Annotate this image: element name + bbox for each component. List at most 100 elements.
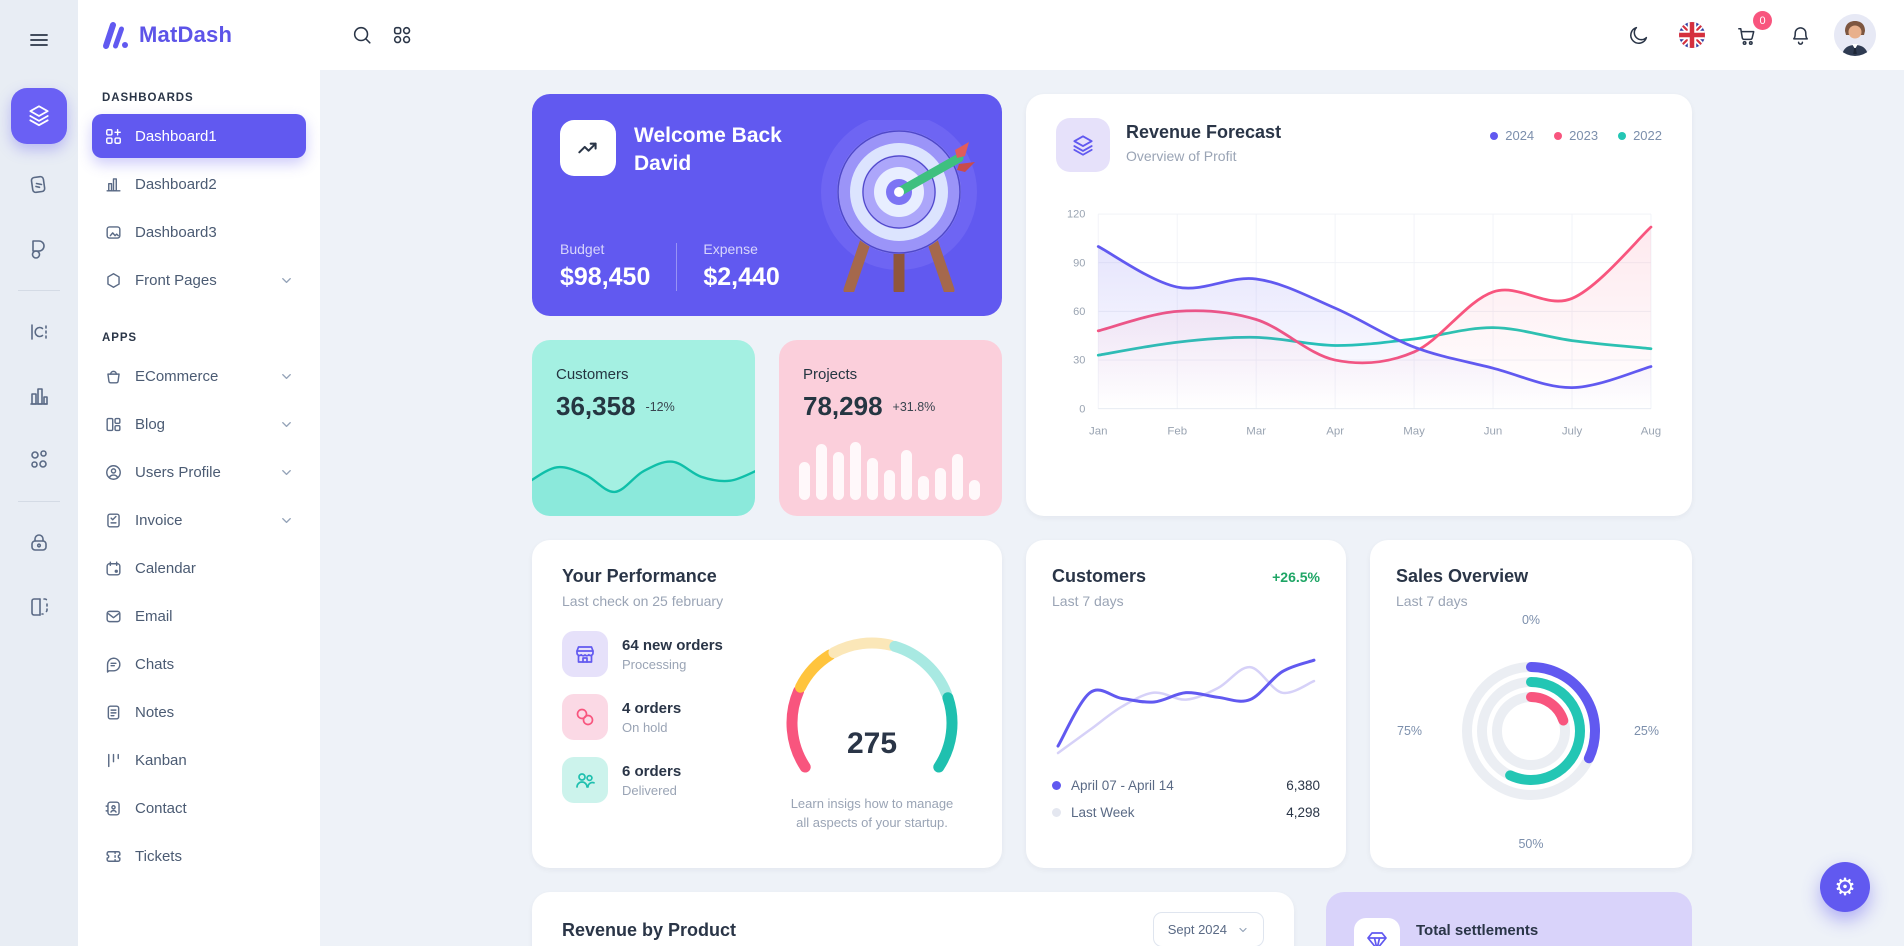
layout-icon bbox=[104, 415, 123, 434]
sidebar-item-dashboard2[interactable]: Dashboard2 bbox=[92, 162, 306, 206]
nav-section-dashboards: DASHBOARDS bbox=[102, 92, 194, 104]
customers-value: 36,358 bbox=[556, 391, 636, 421]
legend-2022: 2022 bbox=[1618, 128, 1662, 143]
rail-layout-panel-icon[interactable] bbox=[16, 584, 62, 630]
svg-text:Aug: Aug bbox=[1641, 425, 1661, 437]
sidebar-item-front-pages[interactable]: Front Pages bbox=[92, 258, 306, 302]
budget-stat: Budget $98,450 bbox=[560, 241, 651, 291]
sidebar-item-contact[interactable]: Contact bbox=[92, 786, 306, 830]
sales-overview-card: Sales Overview Last 7 days 0% 25% 50% 75… bbox=[1370, 540, 1692, 868]
rail-divider bbox=[18, 501, 60, 502]
sidebar-item-invoice[interactable]: Invoice bbox=[92, 498, 306, 542]
circles-icon bbox=[562, 694, 608, 740]
legend-2023: 2023 bbox=[1554, 128, 1598, 143]
sidebar-item-dashboard3[interactable]: Dashboard3 bbox=[92, 210, 306, 254]
svg-text:0: 0 bbox=[1079, 403, 1085, 415]
svg-text:Jan: Jan bbox=[1089, 425, 1108, 437]
sidebar-nav: DASHBOARDS Dashboard1 Dashboard2 Dashboa… bbox=[78, 70, 320, 882]
sidebar-item-chats[interactable]: Chats bbox=[92, 642, 306, 686]
radial-tick-25: 25% bbox=[1633, 724, 1659, 738]
gauge-value: 275 bbox=[846, 727, 898, 760]
card-title: Your Performance bbox=[562, 566, 717, 586]
svg-text:May: May bbox=[1403, 425, 1425, 437]
period-select[interactable]: Sept 2024 bbox=[1152, 912, 1264, 946]
rail-forms-icon[interactable] bbox=[16, 309, 62, 355]
brand-logo[interactable]: MatDash bbox=[78, 0, 320, 70]
sidebar: MatDash DASHBOARDS Dashboard1 Dashboard2… bbox=[78, 0, 320, 946]
rail-charts-icon[interactable] bbox=[16, 373, 62, 419]
projects-stat-card: Projects 78,298 +31.8% bbox=[779, 340, 1002, 516]
brand-mark-icon bbox=[103, 22, 128, 49]
sidebar-item-ecommerce[interactable]: ECommerce bbox=[92, 354, 306, 398]
apps-grid-icon[interactable] bbox=[382, 15, 422, 55]
bell-icon[interactable] bbox=[1780, 15, 1820, 55]
rail-dashboards-icon[interactable] bbox=[11, 88, 67, 144]
sidebar-item-label: ECommerce bbox=[135, 367, 219, 385]
users-icon bbox=[562, 757, 608, 803]
card-subtitle: Last check on 25 february bbox=[562, 593, 724, 609]
sidebar-item-email[interactable]: Email bbox=[92, 594, 306, 638]
sidebar-item-label: Tickets bbox=[135, 847, 182, 865]
card-title: Sales Overview bbox=[1396, 566, 1529, 586]
chevron-down-icon bbox=[279, 369, 294, 384]
cart-badge: 0 bbox=[1753, 11, 1772, 30]
bar bbox=[901, 450, 912, 500]
avatar[interactable] bbox=[1834, 14, 1876, 56]
diamond-icon bbox=[1354, 918, 1400, 946]
uk-flag-icon[interactable] bbox=[1672, 15, 1712, 55]
storefront-icon bbox=[562, 631, 608, 677]
rail-ui-shapes-icon[interactable] bbox=[16, 226, 62, 272]
search-icon[interactable] bbox=[342, 15, 382, 55]
rail-pages-icon[interactable] bbox=[16, 162, 62, 208]
bar bbox=[935, 468, 946, 500]
revenue-forecast-card: Revenue Forecast Overview of Profit 2024… bbox=[1026, 94, 1692, 516]
sidebar-item-tickets[interactable]: Tickets bbox=[92, 834, 306, 878]
sidebar-item-label: Notes bbox=[135, 703, 175, 721]
svg-text:Jun: Jun bbox=[1484, 425, 1503, 437]
svg-text:60: 60 bbox=[1073, 306, 1085, 318]
dartboard-illustration bbox=[811, 120, 996, 292]
menu-icon[interactable] bbox=[27, 28, 51, 52]
invoice-icon bbox=[104, 511, 123, 530]
svg-text:90: 90 bbox=[1073, 257, 1085, 269]
calendar-icon bbox=[104, 559, 123, 578]
svg-text:30: 30 bbox=[1073, 355, 1085, 367]
sidebar-item-label: Blog bbox=[135, 415, 166, 433]
bar bbox=[833, 452, 844, 500]
sidebar-item-kanban[interactable]: Kanban bbox=[92, 738, 306, 782]
rail-widgets-icon[interactable] bbox=[16, 437, 62, 483]
card-title: Customers bbox=[1052, 566, 1147, 586]
welcome-title: Welcome Back David bbox=[634, 124, 782, 176]
customers-delta-badge: +26.5% bbox=[1272, 569, 1320, 585]
settings-gear-button[interactable]: ⚙ bbox=[1820, 862, 1870, 912]
rail-divider bbox=[18, 290, 60, 291]
sidebar-item-dashboard1[interactable]: Dashboard1 bbox=[92, 114, 306, 158]
sidebar-item-calendar[interactable]: Calendar bbox=[92, 546, 306, 590]
cart-icon[interactable]: 0 bbox=[1726, 11, 1772, 55]
rail-auth-lock-icon[interactable] bbox=[16, 520, 62, 566]
sidebar-item-label: Dashboard3 bbox=[135, 223, 217, 241]
chevron-down-icon bbox=[279, 273, 294, 288]
sidebar-item-label: Front Pages bbox=[135, 271, 217, 289]
sidebar-item-label: Calendar bbox=[135, 559, 196, 577]
expense-stat: Expense $2,440 bbox=[703, 241, 780, 291]
perf-item-on-hold: 4 orders On hold bbox=[562, 694, 772, 740]
sidebar-item-blog[interactable]: Blog bbox=[92, 402, 306, 446]
chevron-down-icon bbox=[279, 513, 294, 528]
card-subtitle: Last 7 days bbox=[1052, 593, 1124, 609]
trending-up-icon bbox=[560, 120, 616, 176]
divider bbox=[676, 242, 678, 291]
card-title: Revenue by Product bbox=[562, 920, 737, 940]
welcome-card: Welcome Back David Budget $98,450 bbox=[532, 94, 1002, 316]
sidebar-item-label: Contact bbox=[135, 799, 187, 817]
sidebar-item-label: Invoice bbox=[135, 511, 183, 529]
bar bbox=[969, 480, 980, 500]
legend-last-week: Last Week 4,298 bbox=[1052, 799, 1320, 826]
moon-icon[interactable] bbox=[1618, 15, 1658, 55]
expense-value: $2,440 bbox=[703, 263, 780, 291]
budget-value: $98,450 bbox=[560, 263, 651, 291]
sidebar-item-notes[interactable]: Notes bbox=[92, 690, 306, 734]
sidebar-item-users-profile[interactable]: Users Profile bbox=[92, 450, 306, 494]
card-subtitle: Last 7 days bbox=[1396, 593, 1468, 609]
